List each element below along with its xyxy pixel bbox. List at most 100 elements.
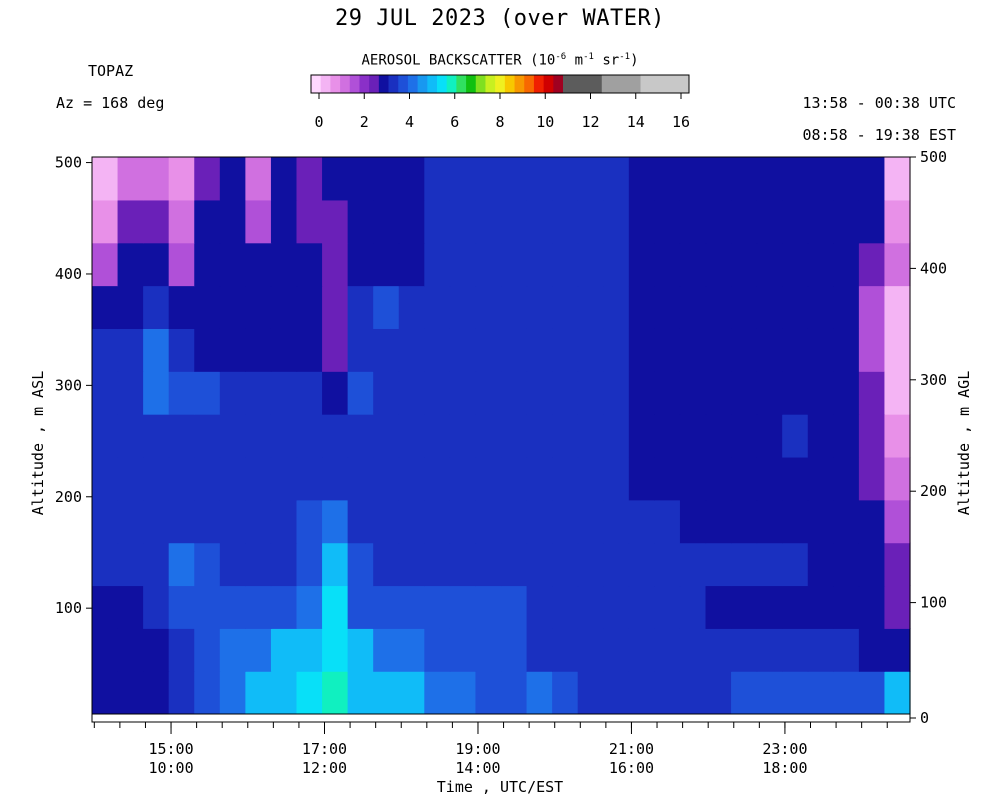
heatmap-cell [756, 628, 783, 672]
heatmap-cell [858, 542, 886, 587]
heatmap-cell [731, 628, 758, 672]
x-tick-label-utc: 17:00 [302, 740, 347, 758]
heatmap-cell [219, 328, 246, 372]
heatmap-cell [884, 199, 911, 244]
heatmap-cell [654, 242, 681, 287]
colorbar-swatch [398, 75, 409, 93]
heatmap-cell [143, 242, 170, 287]
heatmap-cell [347, 371, 374, 415]
heatmap-cell [756, 671, 783, 715]
heatmap-cell [347, 157, 374, 201]
heatmap-cell [92, 285, 119, 329]
heatmap-cell [168, 414, 195, 458]
heatmap-cell [117, 499, 144, 544]
heatmap-cell [679, 499, 707, 544]
heatmap-cell [756, 414, 783, 458]
heatmap-cell [807, 456, 834, 501]
heatmap-cell [449, 328, 477, 372]
heatmap-cell [679, 285, 707, 329]
heatmap-cell [398, 199, 425, 244]
heatmap-cell [347, 199, 374, 244]
heatmap-cell [270, 414, 298, 458]
heatmap-cell [807, 285, 834, 329]
heatmap-cell [603, 242, 630, 287]
heatmap-cell [322, 285, 349, 329]
heatmap-cell [858, 242, 886, 287]
heatmap-cell [219, 628, 246, 672]
heatmap-cell [807, 585, 834, 629]
heatmap-cell [603, 371, 630, 415]
colorbar-swatch [369, 75, 380, 93]
heatmap-cell [526, 585, 553, 629]
heatmap-cell [705, 199, 732, 244]
heatmap-cell [628, 199, 655, 244]
bottom-strip [91, 713, 911, 723]
heatmap-cell [322, 199, 349, 244]
heatmap-cell [245, 671, 272, 715]
heatmap-cell [679, 585, 707, 629]
heatmap-cell [807, 542, 834, 587]
y-axis-label-left: Altitude , m ASL [29, 370, 47, 516]
heatmap-cell [398, 499, 425, 544]
heatmap-cell [143, 671, 170, 715]
heatmap-cell [833, 499, 860, 544]
heatmap-cell [577, 285, 604, 329]
heatmap-cell [296, 242, 323, 287]
heatmap-cell [679, 456, 707, 501]
heatmap-cell [654, 585, 681, 629]
heatmap-cell [577, 199, 604, 244]
heatmap-cell [373, 285, 400, 329]
heatmap-cell [501, 285, 528, 329]
heatmap-cell [296, 371, 323, 415]
heatmap-cell [117, 671, 144, 715]
heatmap-cell [654, 157, 681, 201]
heatmap-cell [884, 242, 911, 287]
heatmap-cell [143, 542, 170, 587]
heatmap-cell [577, 371, 604, 415]
heatmap-cell [526, 628, 553, 672]
heatmap-cell [245, 499, 272, 544]
heatmap-cell [628, 499, 655, 544]
heatmap-cell [654, 371, 681, 415]
heatmap-cell [117, 628, 144, 672]
colorbar-tick-label: 8 [495, 113, 504, 131]
heatmap-cell [858, 199, 886, 244]
colorbar-swatch [456, 75, 467, 93]
heatmap-cell [526, 414, 553, 458]
heatmap-cell [270, 456, 298, 501]
heatmap-cell [168, 199, 195, 244]
heatmap-cell [731, 199, 758, 244]
heatmap-cell [117, 585, 144, 629]
heatmap-cell [219, 499, 246, 544]
colorbar-swatch [437, 75, 448, 93]
heatmap-cell [398, 585, 425, 629]
heatmap-cell [92, 157, 119, 201]
heatmap-cell [807, 199, 834, 244]
heatmap-cell [143, 585, 170, 629]
heatmap-cell [603, 199, 630, 244]
colorbar-swatch [349, 75, 360, 93]
heatmap-cell [731, 542, 758, 587]
heatmap-cell [117, 157, 144, 201]
heatmap-cell [705, 499, 732, 544]
heatmap-cell [501, 199, 528, 244]
heatmap-cell [475, 285, 502, 329]
heatmap-cell [270, 499, 298, 544]
heatmap-cell [245, 242, 272, 287]
heatmap-cell [679, 157, 707, 201]
heatmap-cell [782, 414, 809, 458]
heatmap-cell [373, 157, 400, 201]
heatmap-cell [679, 542, 707, 587]
heatmap-cell [194, 456, 221, 501]
heatmap-cell [219, 671, 246, 715]
heatmap-cell [270, 585, 298, 629]
y-right-tick-label: 500 [920, 148, 947, 166]
heatmap-cell [833, 456, 860, 501]
colorbar-swatch [330, 75, 341, 93]
x-tick-label-est: 18:00 [762, 759, 807, 777]
heatmap-cell [245, 628, 272, 672]
heatmap-cell [373, 542, 400, 587]
heatmap-cell [168, 585, 195, 629]
heatmap-cell [552, 328, 579, 372]
